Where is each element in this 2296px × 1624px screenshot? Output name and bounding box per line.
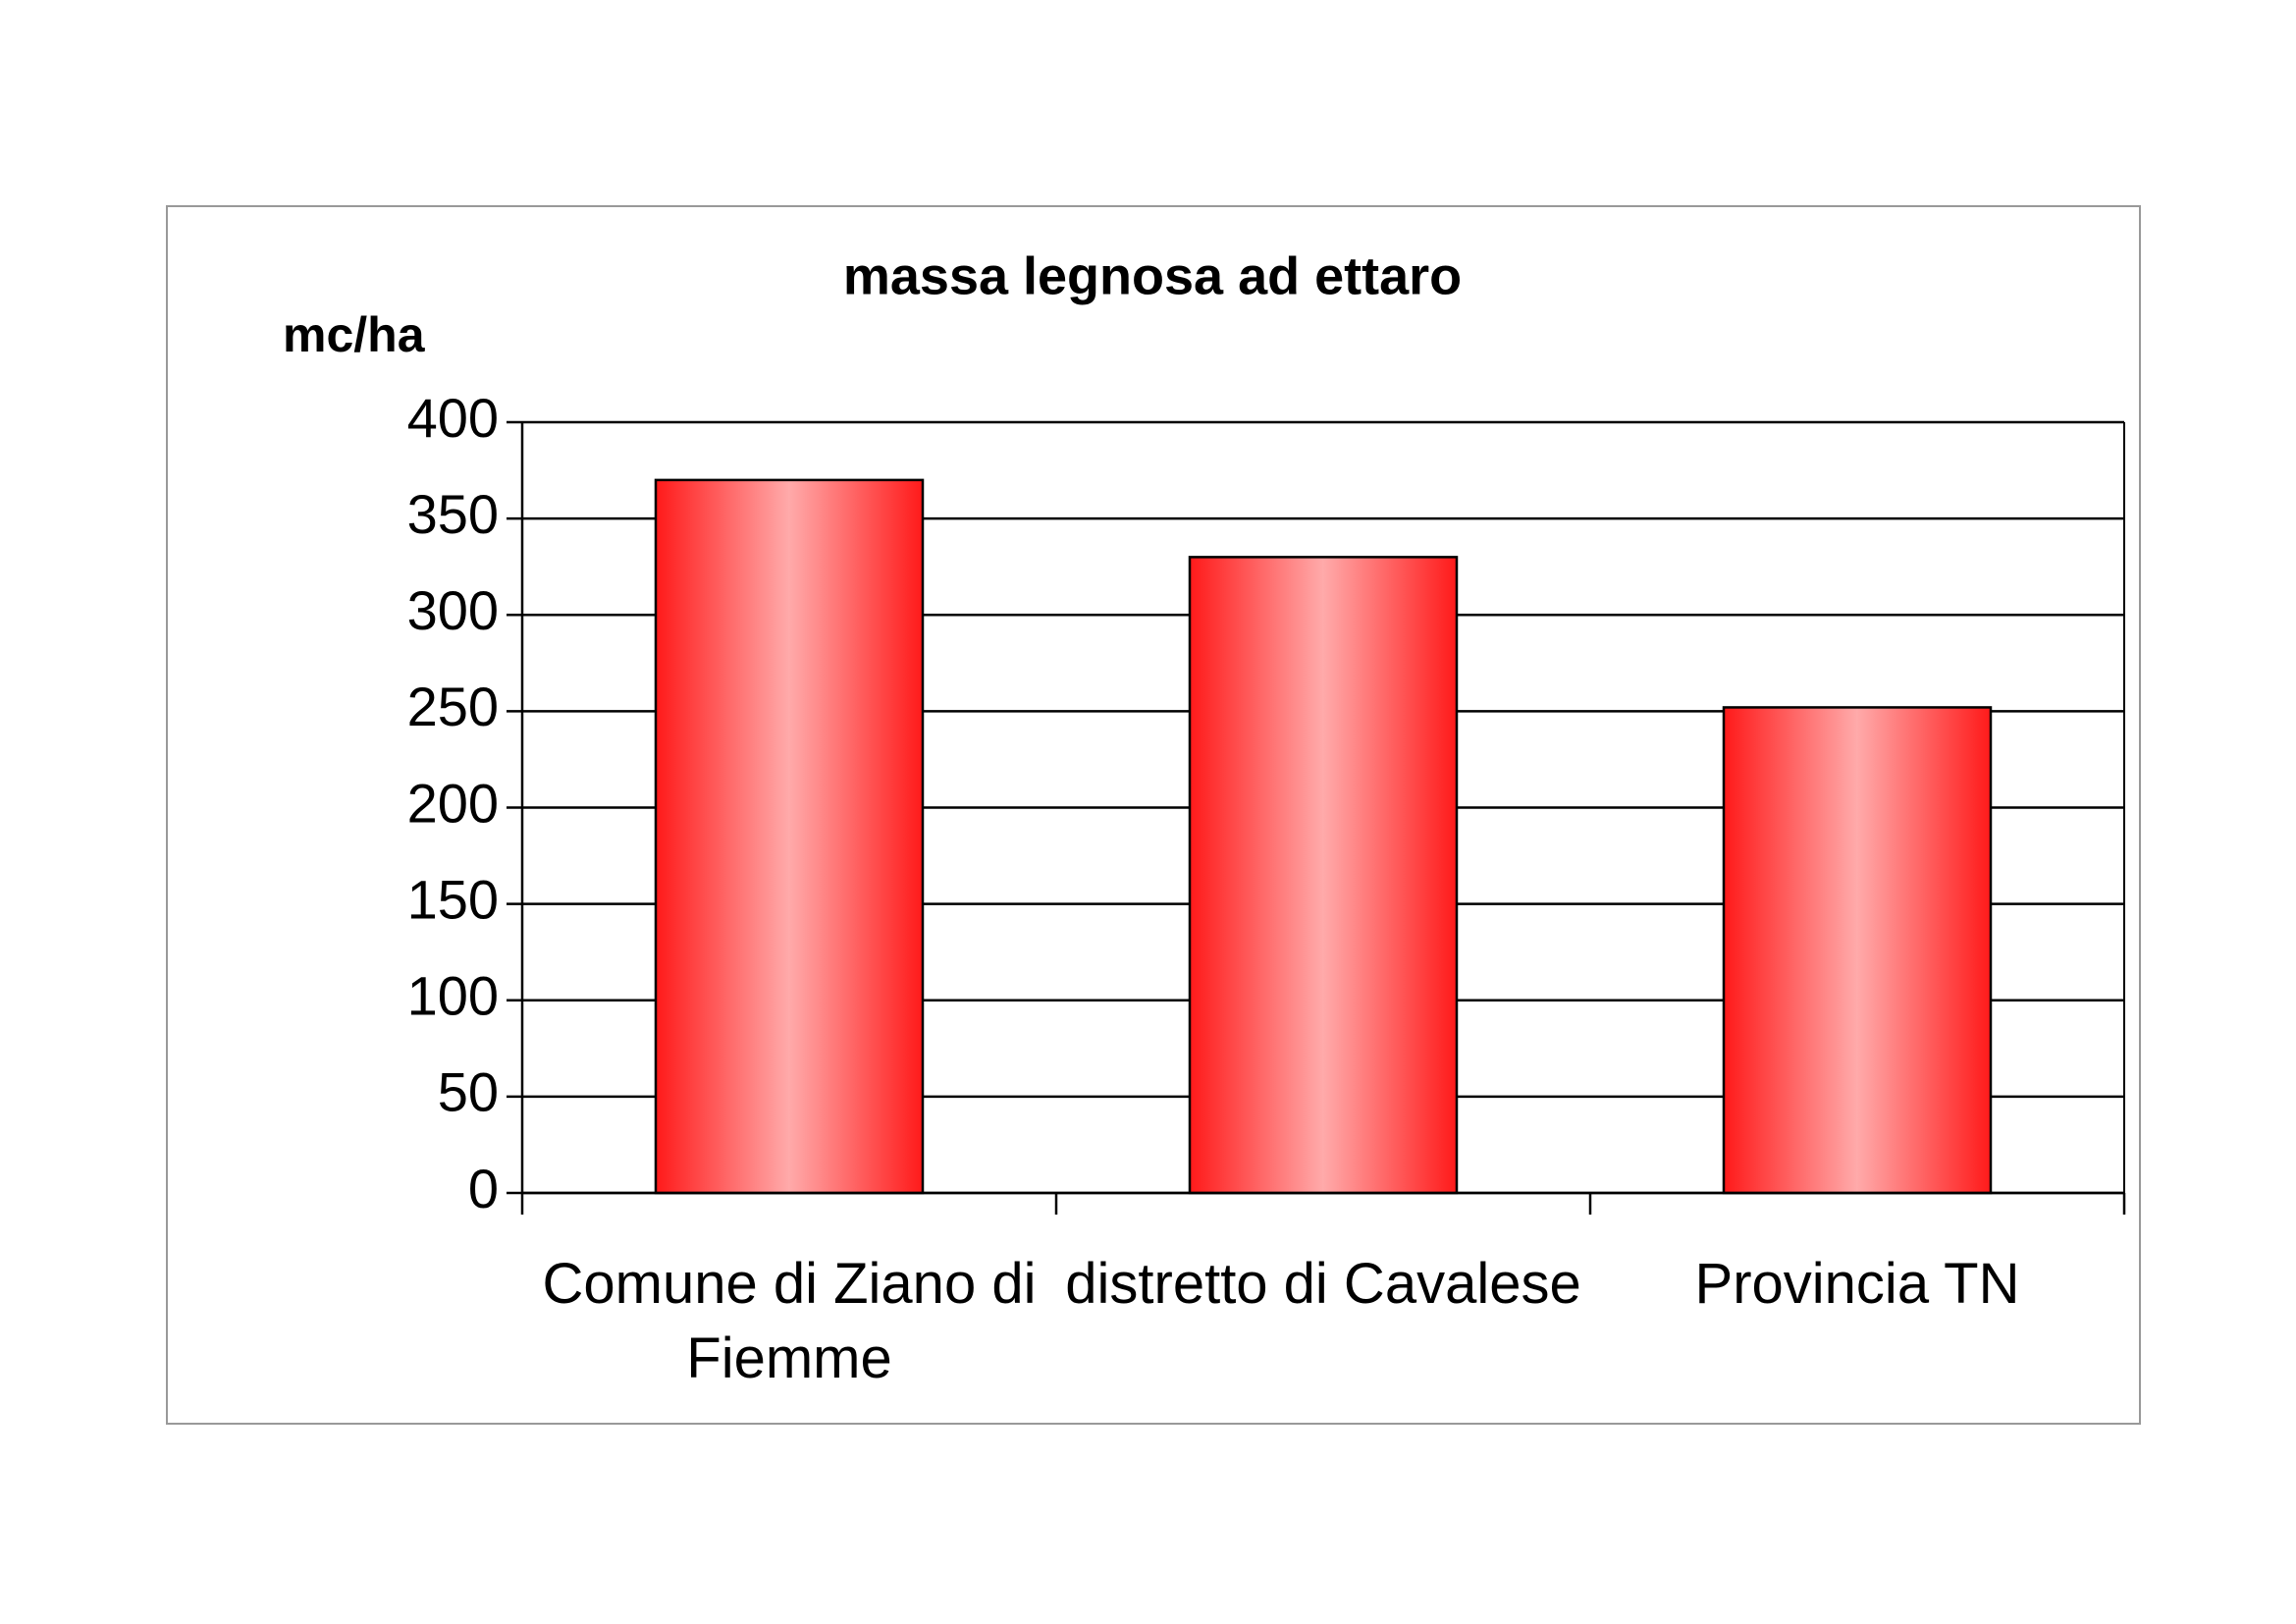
y-tick-label: 350 [407, 483, 499, 545]
y-tick-label: 100 [407, 965, 499, 1027]
y-tick-label: 300 [407, 579, 499, 641]
x-tick-label: Comune di Ziano di Fiemme [542, 1252, 1037, 1390]
x-tick-label: distretto di Cavalese [1065, 1252, 1581, 1316]
y-tick-label: 200 [407, 772, 499, 834]
y-tick-label: 150 [407, 868, 499, 930]
y-tick-label: 250 [407, 676, 499, 737]
x-tick-label: Provincia TN [1694, 1252, 2020, 1316]
y-axis-label: mc/ha [283, 307, 426, 362]
y-tick-label: 0 [468, 1158, 499, 1219]
chart-title: massa legnosa ad ettaro [843, 246, 1462, 305]
y-tick-label: 50 [438, 1061, 499, 1123]
bar [1722, 706, 1993, 1195]
bar [654, 478, 925, 1195]
y-tick-label: 400 [407, 387, 499, 449]
bar [1188, 556, 1459, 1195]
